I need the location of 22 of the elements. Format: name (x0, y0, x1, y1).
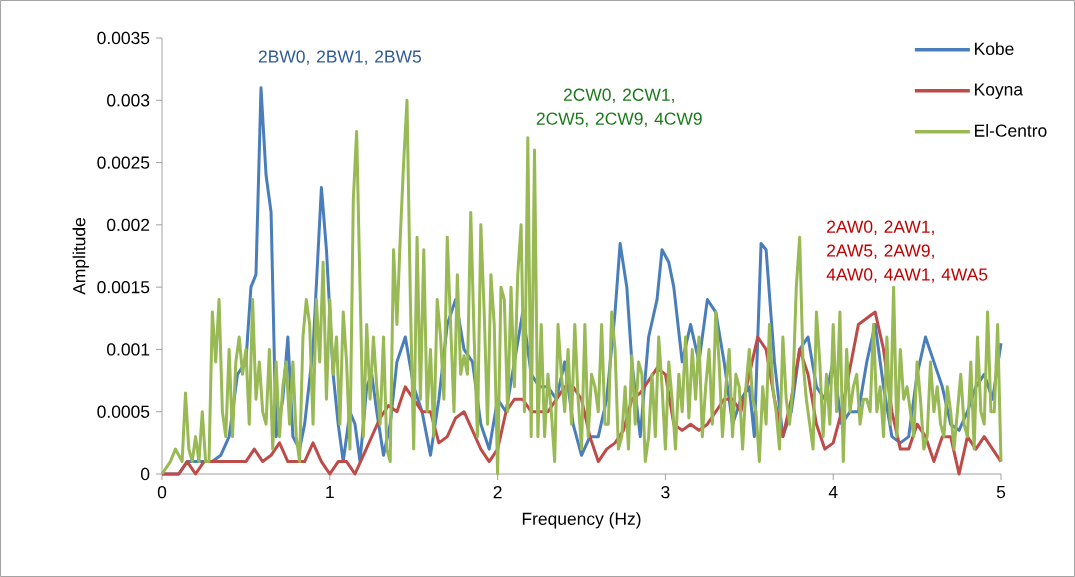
annotation: 2CW0, 2CW1, 2CW5, 2CW9, 4CW9 (536, 88, 702, 127)
x-tick-label: 2 (493, 486, 502, 499)
y-tick-label: 0.0025 (97, 156, 150, 169)
x-axis-title: Frequency (Hz) (522, 512, 641, 529)
x-tick-label: 5 (996, 486, 1006, 499)
x-tick-label: 1 (326, 486, 334, 499)
legend-label: Koyna (975, 83, 1024, 100)
legend-label: El-Centro (975, 124, 1047, 137)
y-tick-label: 0.001 (107, 343, 150, 356)
y-tick-label: 0.002 (107, 218, 150, 232)
y-tick-label: 0.0015 (97, 280, 150, 294)
y-tick-label: 0 (140, 467, 150, 481)
y-tick-label: 0.0035 (97, 31, 150, 45)
annotation: 2AW0, 2AW1, 2AW5, 2AW9, 4AW0, 4AW1, 4WA5 (826, 220, 988, 283)
x-tick-label: 3 (661, 486, 670, 499)
y-tick-label: 0.0005 (97, 405, 150, 418)
x-tick-label: 4 (828, 486, 838, 499)
y-tick-label: 0.003 (107, 94, 150, 107)
legend-label: Kobe (975, 42, 1014, 55)
x-tick-label: 0 (157, 486, 167, 499)
annotation: 2BW0, 2BW1, 2BW5 (258, 50, 422, 65)
y-axis-title: Amplitude (72, 218, 89, 295)
